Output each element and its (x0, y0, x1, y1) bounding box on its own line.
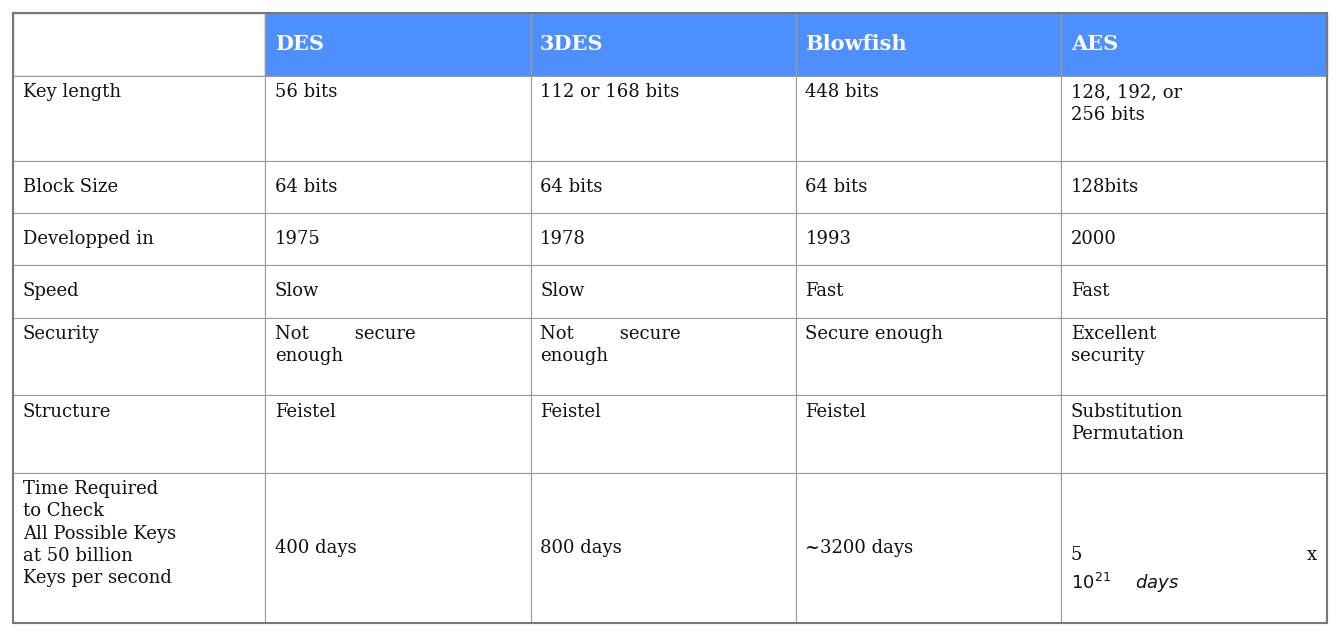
Text: Slow: Slow (540, 282, 584, 300)
Bar (13, 160, 265, 213)
Text: 64 bits: 64 bits (540, 177, 603, 196)
Text: Security: Security (23, 325, 99, 343)
Bar (13, 76, 265, 160)
Text: Time Required
to Check
All Possible Keys
at 50 billion
Keys per second: Time Required to Check All Possible Keys… (23, 480, 176, 587)
Bar (1061, 76, 1327, 160)
Text: DES: DES (275, 34, 324, 54)
Bar (265, 395, 531, 473)
Text: Key length: Key length (23, 83, 121, 102)
Text: 800 days: 800 days (540, 539, 622, 557)
Text: 1975: 1975 (275, 230, 320, 248)
Text: Block Size: Block Size (23, 177, 118, 196)
Text: 112 or 168 bits: 112 or 168 bits (540, 83, 679, 102)
Bar (265, 76, 531, 160)
Text: Slow: Slow (275, 282, 319, 300)
Text: Substitution
Permutation: Substitution Permutation (1071, 403, 1183, 443)
Text: Developped in: Developped in (23, 230, 154, 248)
Text: 1978: 1978 (540, 230, 586, 248)
Bar (265, 160, 531, 213)
Bar (531, 13, 796, 76)
Text: Not        secure
enough: Not secure enough (540, 325, 681, 366)
Bar (13, 395, 265, 473)
Text: 128bits: 128bits (1071, 177, 1139, 196)
Bar (796, 317, 1061, 395)
Text: Structure: Structure (23, 403, 111, 421)
Text: ~3200 days: ~3200 days (805, 539, 914, 557)
Text: 1993: 1993 (805, 230, 851, 248)
Text: Feistel: Feistel (275, 403, 335, 421)
Text: 400 days: 400 days (275, 539, 356, 557)
Text: Secure enough: Secure enough (805, 325, 943, 343)
Bar (265, 473, 531, 623)
Bar (796, 13, 1061, 76)
Text: x: x (1306, 546, 1317, 565)
Bar (531, 160, 796, 213)
Text: 5: 5 (1071, 546, 1081, 565)
Bar (1061, 13, 1327, 76)
Text: 64 bits: 64 bits (275, 177, 338, 196)
Text: Fast: Fast (805, 282, 844, 300)
Text: Speed: Speed (23, 282, 79, 300)
Text: Blowfish: Blowfish (805, 34, 907, 54)
Bar (265, 13, 531, 76)
Bar (531, 76, 796, 160)
Text: 128, 192, or
256 bits: 128, 192, or 256 bits (1071, 83, 1182, 123)
Text: Fast: Fast (1071, 282, 1110, 300)
Text: 2000: 2000 (1071, 230, 1116, 248)
Bar (13, 213, 265, 265)
Bar (1061, 265, 1327, 317)
Bar (1061, 213, 1327, 265)
Bar (1061, 395, 1327, 473)
Bar (531, 213, 796, 265)
Bar (796, 213, 1061, 265)
Bar (13, 13, 265, 76)
Bar (531, 395, 796, 473)
Text: 448 bits: 448 bits (805, 83, 879, 102)
Bar (531, 317, 796, 395)
Bar (1061, 473, 1327, 623)
Bar (796, 395, 1061, 473)
Bar (531, 473, 796, 623)
Text: AES: AES (1071, 34, 1118, 54)
Bar (1061, 160, 1327, 213)
Bar (13, 265, 265, 317)
Bar (13, 317, 265, 395)
Bar (796, 160, 1061, 213)
Bar (796, 473, 1061, 623)
Bar (796, 265, 1061, 317)
Bar (265, 213, 531, 265)
Text: Feistel: Feistel (540, 403, 600, 421)
Bar (531, 265, 796, 317)
Bar (1061, 317, 1327, 395)
Bar (265, 265, 531, 317)
Bar (265, 317, 531, 395)
Bar (796, 76, 1061, 160)
Text: Feistel: Feistel (805, 403, 866, 421)
Text: $\mathit{days}$: $\mathit{days}$ (1135, 572, 1179, 593)
Text: 3DES: 3DES (540, 34, 603, 54)
Text: Excellent
security: Excellent security (1071, 325, 1156, 366)
Text: 64 bits: 64 bits (805, 177, 868, 196)
Bar (13, 473, 265, 623)
Text: Not        secure
enough: Not secure enough (275, 325, 415, 366)
Text: 56 bits: 56 bits (275, 83, 338, 102)
Text: $10^{21}$: $10^{21}$ (1071, 572, 1111, 593)
